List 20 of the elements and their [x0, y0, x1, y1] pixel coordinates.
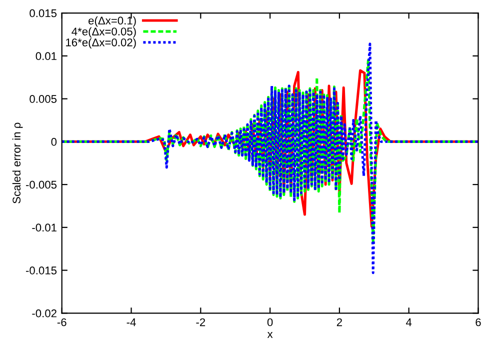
legend-label: 4*e(Δx=0.05): [72, 27, 136, 38]
y-tick-label: -0.015: [26, 266, 57, 274]
y-tick-label: 0.01: [36, 52, 56, 60]
y-tick-label: -0.02: [32, 309, 56, 318]
x-tick-label: 6: [476, 318, 481, 326]
y-tick-label: 0.005: [30, 95, 57, 103]
x-tick-label: 0: [267, 318, 273, 326]
x-tick-label: -6: [57, 318, 66, 326]
x-tick-label: -2: [196, 318, 206, 326]
x-tick-label: 4: [406, 318, 412, 326]
y-tick-label: 0: [51, 138, 57, 146]
y-tick-label: -0.005: [26, 180, 57, 189]
x-tick-label: 2: [336, 318, 342, 326]
y-tick-label: -0.01: [32, 224, 56, 232]
y-tick-label: 0.015: [30, 9, 57, 18]
legend-label: e(Δx=0.1): [88, 16, 136, 27]
x-tick-label: -4: [126, 318, 136, 326]
y-axis-title: Scaled error in ρ: [12, 122, 23, 204]
x-axis-title: x: [267, 332, 273, 338]
legend-label: 16*e(Δx=0.02): [66, 38, 136, 49]
